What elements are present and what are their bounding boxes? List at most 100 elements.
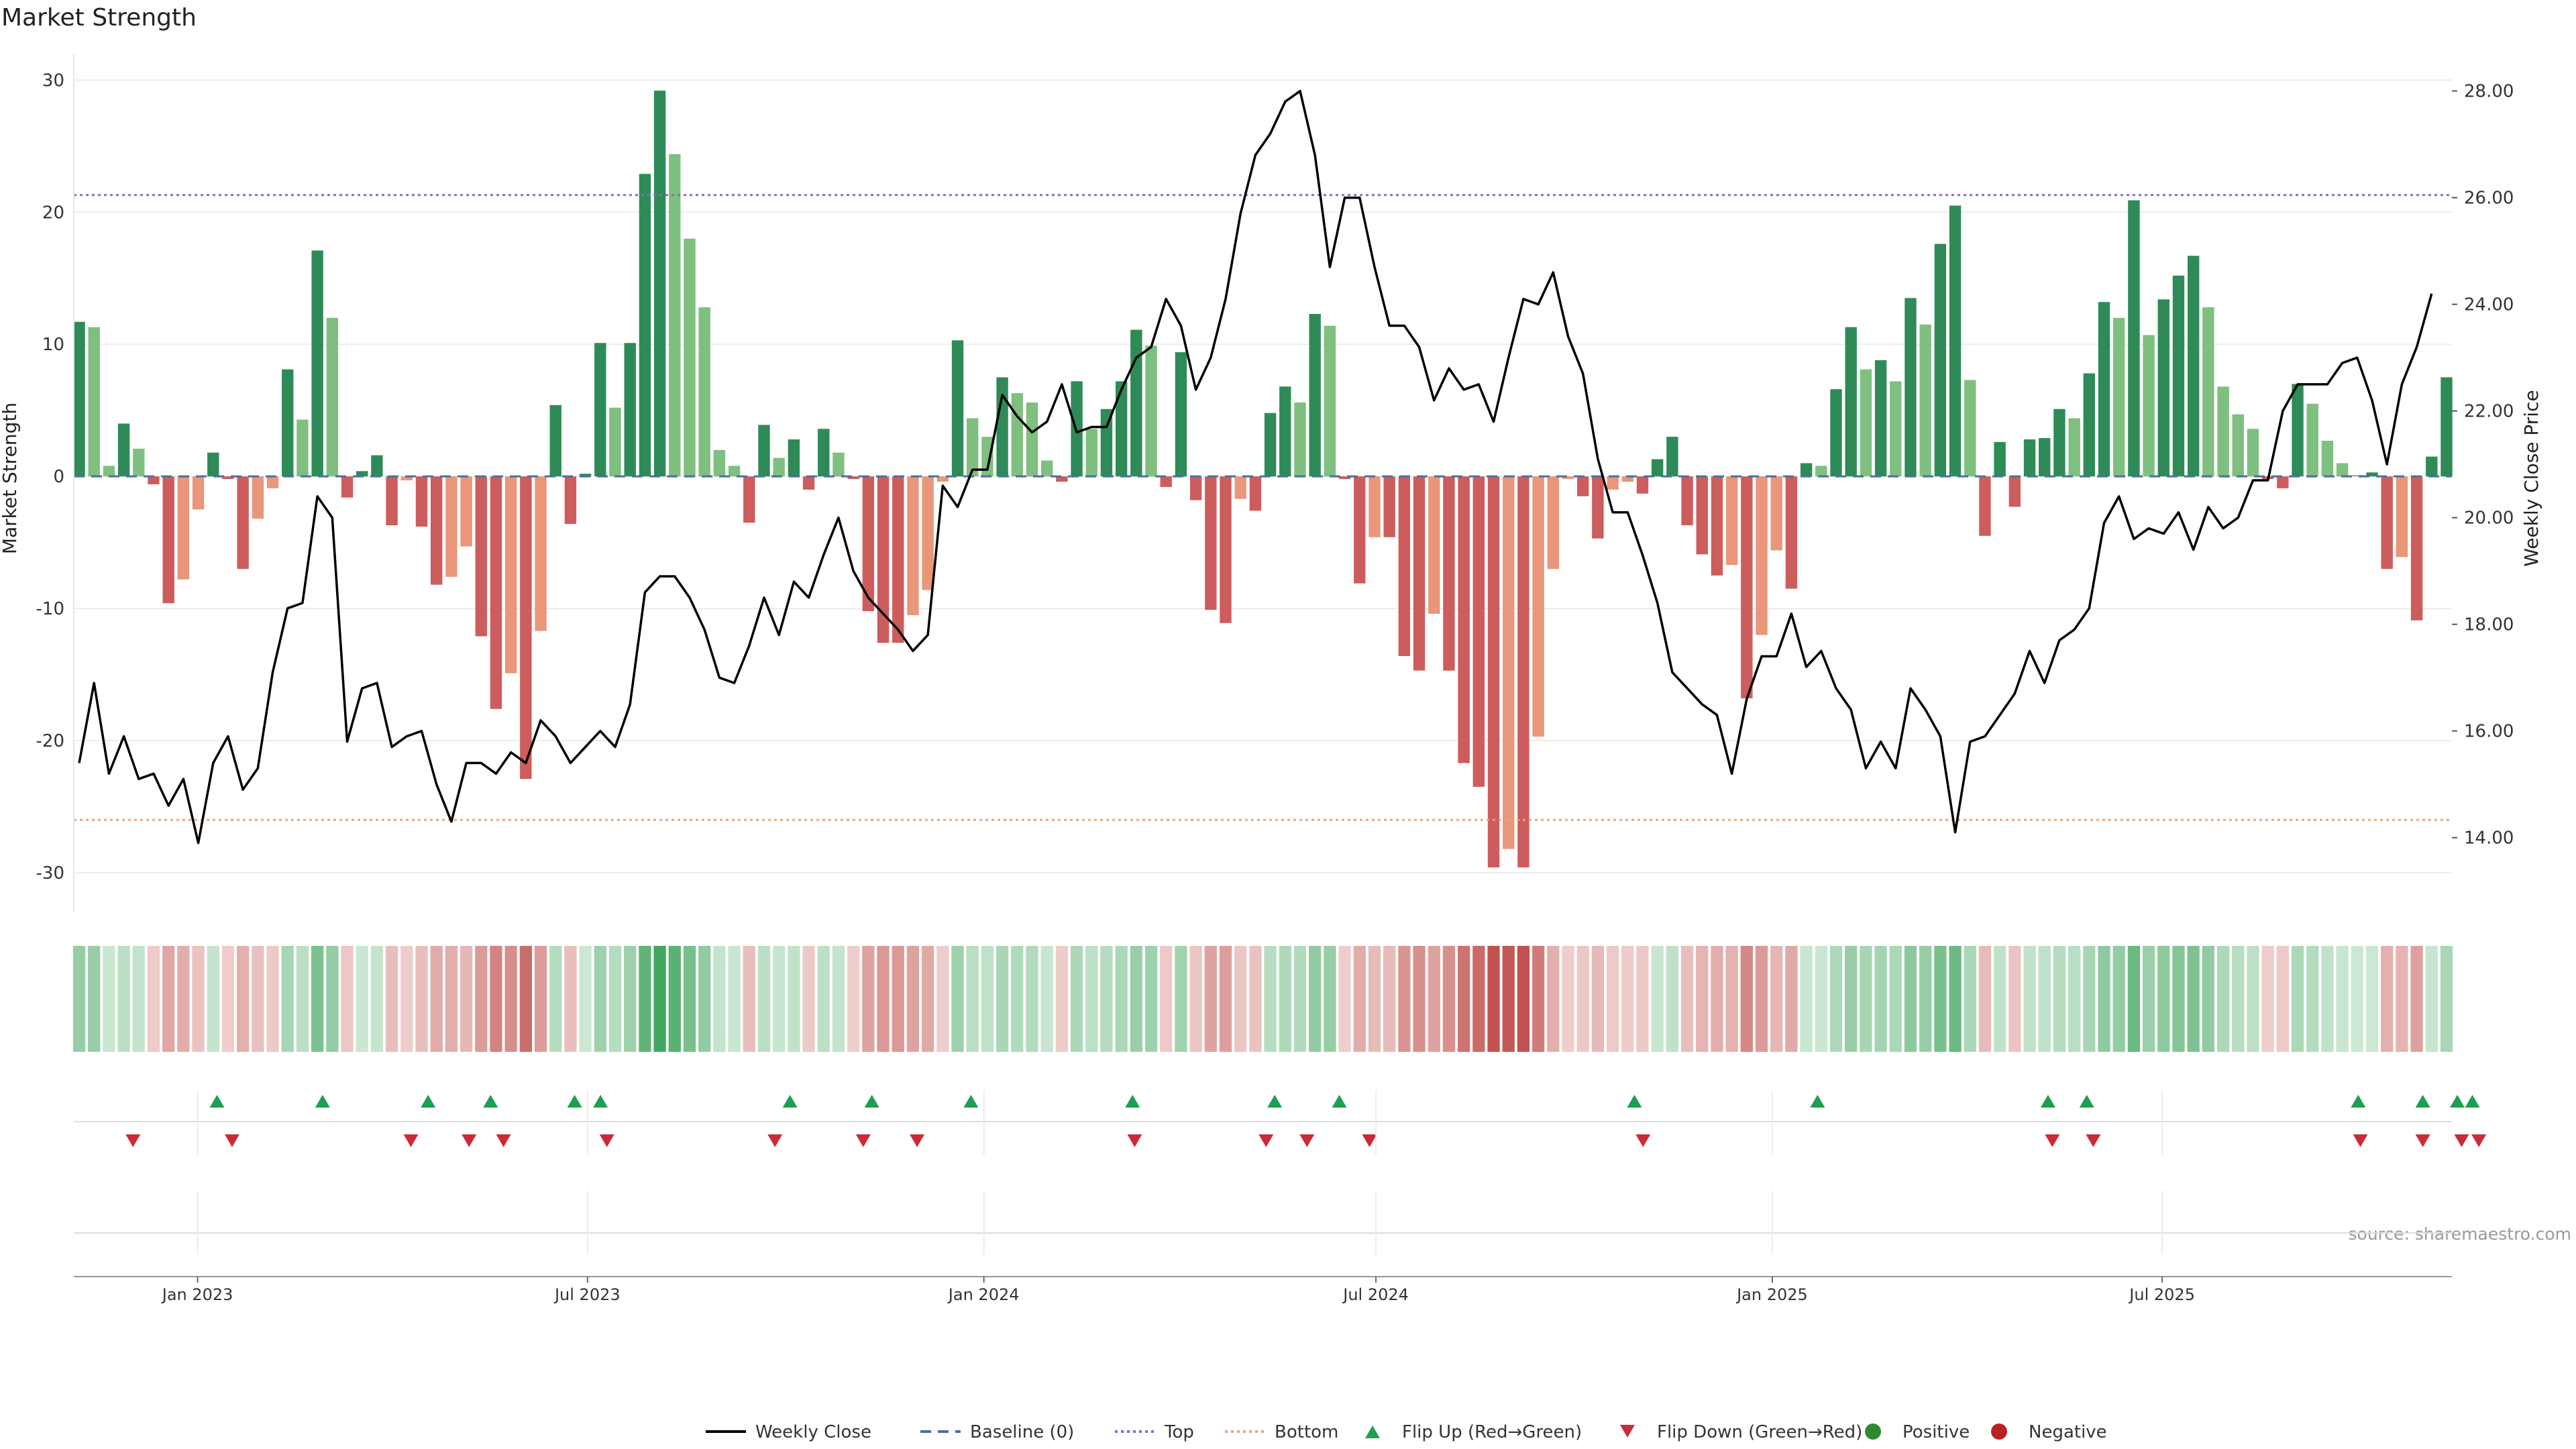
strength-bar xyxy=(2306,403,2318,477)
y-tick-right: 18.00 xyxy=(2464,615,2514,635)
strength-bar xyxy=(996,377,1008,477)
strength-bar xyxy=(1413,476,1426,671)
heatmap-cell xyxy=(2142,946,2155,1052)
strength-bar xyxy=(148,476,160,484)
strength-bar xyxy=(936,476,949,482)
strength-bar xyxy=(117,423,130,477)
strength-bar xyxy=(1919,324,1931,477)
heatmap-cell xyxy=(1204,946,1217,1052)
strength-bar xyxy=(311,250,323,477)
legend-label: Bottom xyxy=(1275,1422,1338,1442)
strength-bar xyxy=(460,476,472,547)
heatmap-cell xyxy=(490,946,502,1052)
heatmap-cell xyxy=(624,946,637,1052)
strength-bar xyxy=(1234,476,1246,499)
heatmap-cell xyxy=(415,946,428,1052)
strength-bar xyxy=(2440,377,2453,477)
strength-bar xyxy=(2083,373,2096,477)
heatmap-cell xyxy=(2127,946,2141,1052)
strength-bar xyxy=(2023,439,2036,477)
flip-down-marker xyxy=(125,1134,141,1147)
strength-bar xyxy=(1547,476,1559,569)
legend-item: Flip Down (Green→Red) xyxy=(1620,1422,1862,1442)
y-tick-right: 26.00 xyxy=(2464,189,2514,209)
strength-bar xyxy=(1815,466,1827,477)
x-tick-label: Jan 2023 xyxy=(161,1285,233,1304)
flip-up-marker xyxy=(2415,1095,2430,1108)
heatmap-cell xyxy=(936,946,949,1052)
heatmap-cell xyxy=(817,946,830,1052)
flip-up-marker xyxy=(2465,1095,2480,1108)
heatmap-cell xyxy=(862,946,875,1052)
y-tick-left: 10 xyxy=(42,335,64,355)
strength-bar xyxy=(430,476,443,585)
heatmap-cell xyxy=(1755,946,1768,1052)
heatmap-cell xyxy=(1517,946,1530,1052)
strength-bar xyxy=(1681,476,1693,526)
strength-bar xyxy=(981,437,994,477)
strength-bar xyxy=(713,449,726,477)
heatmap-cell xyxy=(653,946,666,1052)
heatmap-cell xyxy=(1680,946,1694,1052)
heatmap-cell xyxy=(1949,946,1962,1052)
flip-down-marker xyxy=(2415,1134,2430,1147)
strength-bar xyxy=(386,476,398,526)
heatmap-cell xyxy=(237,946,250,1052)
flip-down-marker xyxy=(2353,1134,2368,1147)
heatmap-cell xyxy=(2112,946,2125,1052)
strength-bar xyxy=(907,476,919,615)
strength-bar xyxy=(490,476,502,709)
heatmap-cell xyxy=(1532,946,1545,1052)
flip-down-marker xyxy=(1362,1134,1377,1147)
heatmap-cell xyxy=(326,946,339,1052)
strength-bar xyxy=(2247,429,2259,477)
strength-bar xyxy=(88,327,100,477)
legend-item: Top xyxy=(1115,1422,1194,1442)
strength-bar xyxy=(1607,476,1619,490)
y-tick-left: 0 xyxy=(53,467,64,487)
strength-bar xyxy=(266,476,279,488)
strength-bar xyxy=(1264,413,1277,477)
strength-bar xyxy=(162,476,174,604)
weekly-close-line xyxy=(78,89,2433,845)
heatmap-cell xyxy=(2291,946,2304,1052)
heatmap-cell xyxy=(594,946,606,1052)
strength-bar xyxy=(2410,476,2423,621)
strength-bar xyxy=(2381,476,2393,569)
heatmap-cell xyxy=(1040,946,1053,1052)
strength-bar xyxy=(177,476,190,580)
heatmap-cell xyxy=(2440,946,2453,1052)
strength-bar xyxy=(1056,476,1068,482)
heatmap-cell xyxy=(892,946,904,1052)
heatmap-cell xyxy=(1428,946,1440,1052)
strength-bar xyxy=(2098,302,2110,477)
strength-bar xyxy=(1725,476,1738,566)
heatmap-cell xyxy=(504,946,517,1052)
heatmap-cell xyxy=(2247,946,2259,1052)
heatmap-cell xyxy=(266,946,279,1052)
heatmap-cell xyxy=(460,946,473,1052)
heatmap-cell xyxy=(2053,946,2066,1052)
heatmap-cell xyxy=(1978,946,1992,1052)
legend-label: Baseline (0) xyxy=(970,1422,1074,1442)
flip-down-marker xyxy=(1299,1134,1315,1147)
strength-bar xyxy=(758,425,770,477)
heatmap-cell xyxy=(921,946,934,1052)
heatmap-cell xyxy=(2202,946,2215,1052)
strength-bar xyxy=(1651,459,1664,477)
strength-bar xyxy=(1874,360,1887,477)
strength-bar xyxy=(609,407,621,477)
heatmap-cell xyxy=(221,946,235,1052)
heatmap-cell xyxy=(147,946,160,1052)
strength-bar xyxy=(1115,381,1128,477)
strength-bar xyxy=(624,343,636,477)
weekly-close-series xyxy=(78,89,2433,845)
strength-bar xyxy=(579,474,592,477)
heatmap-cell xyxy=(1130,946,1142,1052)
heatmap-cell xyxy=(1874,946,1887,1052)
strength-bar xyxy=(1994,441,2006,477)
heatmap-cell xyxy=(1324,946,1336,1052)
heatmap-cell xyxy=(2396,946,2408,1052)
legend-item: Negative xyxy=(1991,1422,2107,1442)
heatmap-cell xyxy=(1264,946,1277,1052)
